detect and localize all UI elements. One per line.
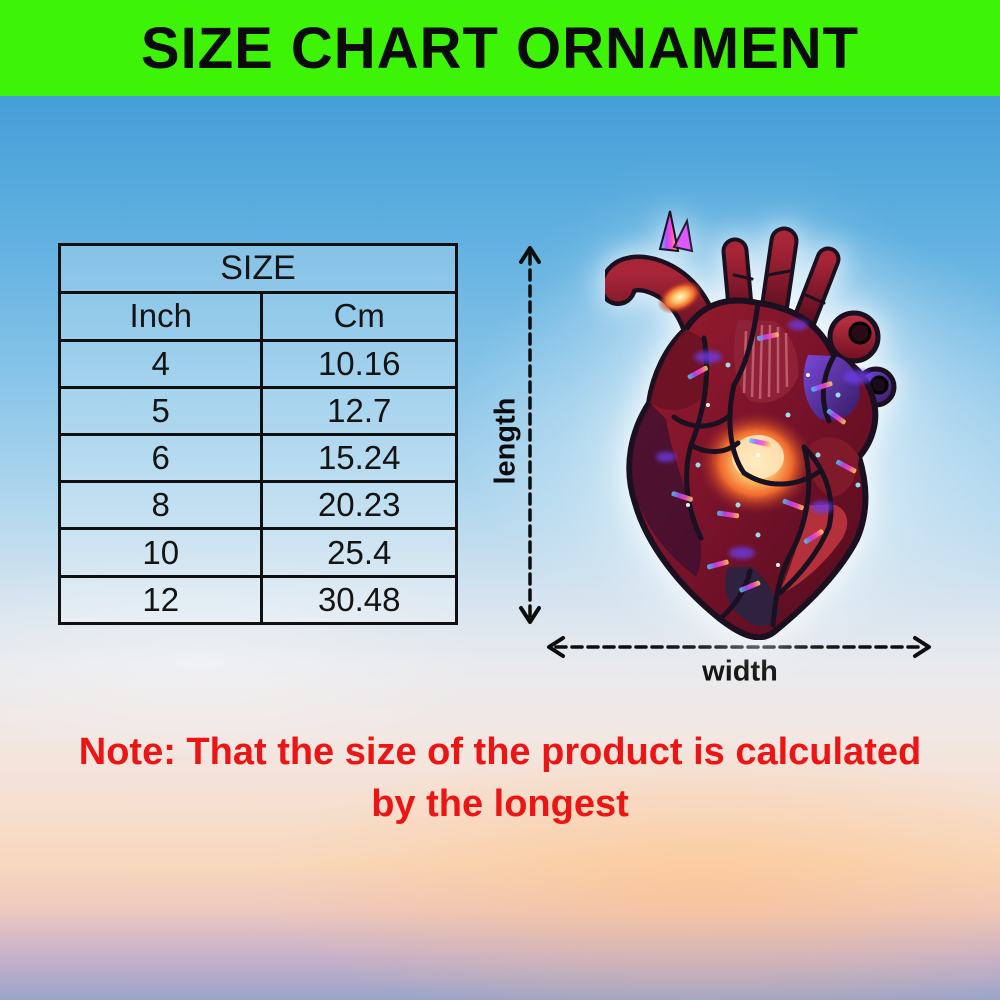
size-note-line2: by the longest	[371, 783, 629, 826]
table-row: 5 12.7	[57, 385, 458, 437]
inch-cell: 5	[57, 385, 264, 437]
size-note: Note: That the size of the product is ca…	[0, 726, 1000, 831]
cm-cell: 20.23	[260, 480, 458, 531]
table-header-row: Inch Cm	[57, 291, 458, 342]
table-title-row: SIZE	[58, 242, 458, 295]
table-row: 4 10.16	[57, 338, 458, 389]
table-row: 12 30.48	[57, 574, 458, 626]
cm-cell: 15.24	[260, 433, 458, 484]
width-label: width	[702, 655, 778, 688]
cm-cell: 12.7	[260, 385, 458, 437]
table-row: 6 15.24	[57, 433, 458, 484]
heart-ornament-image	[605, 205, 911, 640]
inch-cell: 8	[57, 480, 264, 531]
inch-cell: 12	[57, 574, 264, 626]
size-table: SIZE Inch Cm 4 10.16 5 12.7 6 15.24 8 20…	[57, 242, 458, 626]
inch-column-header: Inch	[57, 291, 264, 342]
table-row: 10 25.4	[57, 527, 458, 578]
length-label: length	[489, 397, 522, 485]
cm-cell: 30.48	[260, 574, 458, 626]
size-note-line1: Note: That the size of the product is ca…	[78, 731, 922, 773]
table-row: 8 20.23	[57, 480, 458, 531]
table-title: SIZE	[58, 242, 458, 295]
cm-column-header: Cm	[260, 291, 458, 342]
cm-cell: 25.4	[260, 527, 458, 578]
cm-cell: 10.16	[260, 338, 458, 389]
page-title: SIZE CHART ORNAMENT	[140, 15, 860, 81]
inch-cell: 10	[57, 527, 264, 578]
inch-cell: 4	[57, 338, 264, 389]
inch-cell: 6	[57, 433, 264, 484]
banner: SIZE CHART ORNAMENT	[0, 0, 1000, 96]
